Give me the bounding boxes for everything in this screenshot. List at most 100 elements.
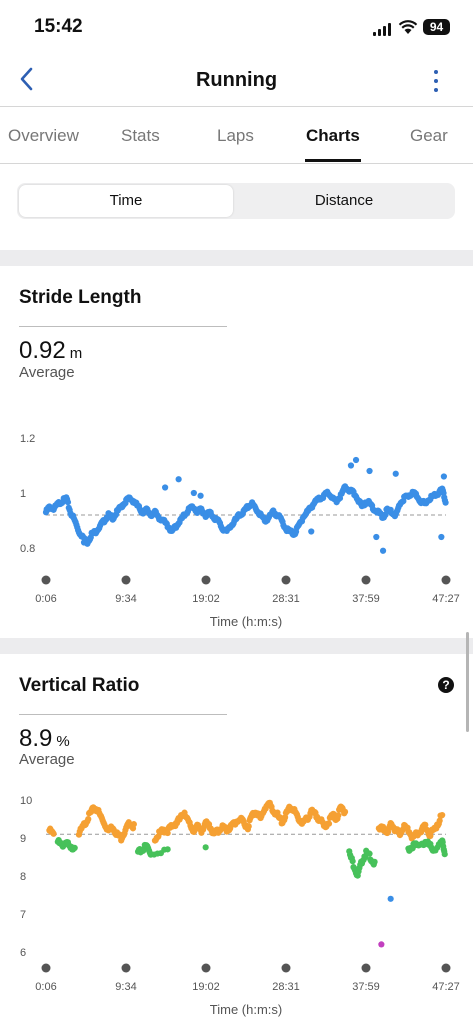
- x-tick-label: 9:34: [115, 593, 136, 605]
- y-tick-label: 0.8: [20, 543, 35, 555]
- data-point: [130, 821, 137, 828]
- data-point: [245, 823, 252, 830]
- x-tick-marker: [121, 575, 131, 585]
- title-rule: [19, 714, 227, 715]
- data-point: [64, 499, 72, 506]
- y-tick-label: 9: [20, 833, 26, 845]
- active-tab-indicator: [305, 159, 361, 162]
- data-point: [175, 476, 182, 483]
- vertical-average-value: 8.9%: [19, 725, 70, 753]
- title-rule: [19, 326, 227, 327]
- y-tick-label: 6: [20, 947, 26, 959]
- data-point: [366, 467, 373, 475]
- back-button[interactable]: [14, 64, 42, 94]
- stride-average-label: Average: [19, 364, 75, 381]
- vertical-average-unit: %: [56, 733, 70, 750]
- stride-average-number: 0.92: [19, 337, 66, 364]
- x-tick-marker: [441, 575, 451, 585]
- data-point: [308, 528, 315, 535]
- stride-average-value: 0.92 m: [19, 337, 82, 365]
- data-point: [197, 492, 204, 499]
- data-point: [71, 844, 78, 851]
- data-point: [387, 895, 394, 902]
- stride-length-chart[interactable]: 1.2 1 0.8 0:06 9:34 19:02 28:31 37:59 47:27 Time …: [0, 420, 473, 635]
- status-bar: 15:42 94: [0, 0, 473, 52]
- x-tick-label: 37:59: [352, 593, 380, 605]
- scrollbar[interactable]: [466, 632, 469, 732]
- data-point: [349, 858, 356, 865]
- x-axis-title: Time (h:m:s): [210, 1002, 282, 1017]
- x-tick-marker: [201, 963, 211, 973]
- x-tick-marker: [41, 575, 51, 585]
- more-options-button[interactable]: [428, 68, 444, 94]
- data-point: [80, 539, 88, 546]
- section-divider: [0, 250, 473, 266]
- data-point: [202, 844, 209, 851]
- data-point: [379, 547, 387, 554]
- y-tick-label: 10: [20, 795, 32, 807]
- data-point: [341, 808, 349, 815]
- x-tick-marker: [441, 963, 451, 973]
- x-tick-marker: [281, 575, 291, 585]
- y-tick-label: 1.2: [20, 433, 35, 445]
- x-tick-label: 28:31: [272, 593, 300, 605]
- tab-bar: Overview Stats Laps Charts Gear: [0, 107, 473, 164]
- x-tick-label: 37:59: [352, 981, 380, 993]
- x-tick-marker: [281, 963, 291, 973]
- x-tick-label: 0:06: [35, 593, 56, 605]
- data-point: [378, 941, 385, 948]
- tab-overview[interactable]: Overview: [8, 126, 79, 145]
- data-point: [382, 511, 389, 518]
- data-point: [440, 473, 447, 480]
- data-point: [50, 830, 57, 837]
- data-point: [347, 462, 355, 469]
- data-point: [352, 456, 360, 464]
- section-divider: [0, 638, 473, 654]
- vertical-ratio-title: Vertical Ratio: [19, 675, 140, 696]
- data-point: [439, 811, 446, 819]
- help-icon[interactable]: ?: [438, 677, 454, 693]
- x-tick-label: 47:27: [432, 593, 460, 605]
- x-tick-marker: [361, 575, 371, 585]
- x-tick-label: 47:27: [432, 981, 460, 993]
- data-point: [436, 817, 443, 824]
- data-point: [442, 499, 449, 506]
- tab-charts[interactable]: Charts: [306, 126, 360, 145]
- vertical-ratio-chart[interactable]: 10 9 8 7 6 0:06 9:34 19:02 28:31 37:59 47:27 Time (…: [0, 785, 473, 1020]
- data-point: [164, 846, 171, 853]
- tab-laps[interactable]: Laps: [217, 126, 254, 145]
- wifi-icon: [398, 20, 418, 34]
- x-tick-marker: [121, 963, 131, 973]
- data-point: [373, 533, 380, 541]
- battery-icon: 94: [423, 19, 450, 35]
- x-tick-label: 9:34: [115, 981, 136, 993]
- x-tick-label: 28:31: [272, 981, 300, 993]
- cellular-signal-icon: [373, 22, 393, 36]
- stride-length-title: Stride Length: [19, 287, 142, 308]
- data-point: [190, 489, 197, 497]
- tab-stats[interactable]: Stats: [121, 126, 160, 145]
- page-title: Running: [195, 69, 278, 91]
- x-tick-marker: [41, 963, 51, 973]
- data-point: [325, 820, 333, 827]
- segment-time[interactable]: Time: [19, 185, 233, 217]
- data-point: [85, 815, 92, 823]
- data-point: [335, 812, 342, 819]
- x-axis-title: Time (h:m:s): [210, 614, 282, 629]
- data-point: [422, 821, 429, 828]
- data-point: [392, 470, 399, 477]
- vertical-average-label: Average: [19, 751, 75, 768]
- x-tick-marker: [361, 963, 371, 973]
- nav-bar: Running: [0, 52, 473, 107]
- y-tick-label: 7: [20, 909, 26, 921]
- tab-gear[interactable]: Gear: [410, 126, 448, 145]
- vertical-average-number: 8.9: [19, 725, 53, 752]
- data-point: [438, 533, 445, 541]
- stride-average-unit: m: [69, 345, 83, 362]
- x-tick-label: 0:06: [35, 981, 56, 993]
- data-point: [164, 829, 171, 837]
- status-time: 15:42: [34, 16, 83, 37]
- x-tick-label: 19:02: [192, 593, 220, 605]
- segment-distance[interactable]: Distance: [314, 192, 374, 209]
- data-point: [366, 850, 373, 857]
